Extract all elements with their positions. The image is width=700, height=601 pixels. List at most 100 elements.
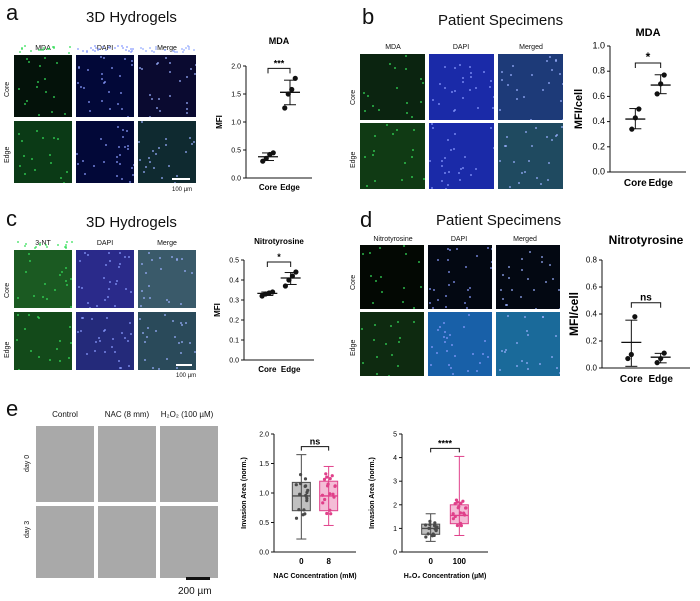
cell-speck	[363, 91, 366, 94]
y-axis-label: Invasion Area (norm.)	[241, 457, 248, 529]
micrograph-d-core-merged	[496, 245, 560, 309]
cell-speck	[440, 164, 443, 167]
significance-bracket	[300, 446, 330, 451]
category-label: Core	[624, 178, 647, 189]
micrograph-a-edge-dapi	[76, 121, 134, 183]
data-point	[328, 477, 332, 481]
cell-speck	[547, 161, 550, 164]
data-point	[658, 81, 664, 87]
cell-speck	[373, 135, 376, 138]
row-label-edge-b: Edge	[350, 151, 357, 168]
cell-speck	[175, 366, 178, 369]
cell-speck	[32, 295, 35, 298]
cell-speck	[121, 107, 124, 110]
cell-speck	[412, 149, 415, 152]
category-label: Edge	[280, 183, 300, 192]
cell-speck	[108, 46, 111, 49]
cell-speck	[192, 141, 195, 144]
cell-speck	[184, 47, 187, 50]
cell-speck	[117, 265, 120, 268]
cell-speck	[49, 153, 52, 156]
y-tick-label: 5	[393, 432, 397, 439]
panel-b-title: Patient Specimens	[438, 12, 564, 29]
cell-speck	[140, 305, 143, 308]
cell-speck	[59, 273, 62, 276]
cell-speck	[171, 255, 174, 258]
cell-speck	[116, 45, 119, 48]
cell-speck	[123, 57, 126, 60]
row-label-day0: day 0	[24, 454, 31, 472]
cell-speck	[65, 240, 68, 243]
cell-speck	[177, 341, 180, 344]
micrograph-a-core-mda	[14, 55, 72, 117]
cell-speck	[186, 75, 189, 78]
data-point	[321, 501, 325, 505]
panel-label-c: c	[6, 206, 17, 231]
cell-speck	[64, 113, 67, 116]
cell-speck	[86, 49, 89, 52]
cell-speck	[499, 160, 502, 163]
col-label-control: Control	[52, 410, 78, 419]
cell-speck	[100, 99, 103, 102]
cell-speck	[53, 289, 56, 292]
micrograph-d-edge-merged	[496, 312, 560, 376]
significance-label: *	[277, 252, 281, 262]
data-point	[632, 115, 638, 121]
cell-speck	[31, 157, 34, 160]
cell-speck	[78, 260, 81, 263]
micrograph-a-edge-mda	[14, 121, 72, 183]
cell-speck	[116, 103, 119, 106]
cell-speck	[167, 300, 170, 303]
cell-speck	[403, 286, 406, 289]
cell-speck	[17, 368, 20, 370]
cell-speck	[458, 178, 461, 181]
cell-speck	[436, 352, 439, 355]
col-label-nac: NAC (8 mm)	[104, 410, 150, 419]
cell-speck	[370, 274, 373, 277]
cell-speck	[101, 73, 104, 76]
cell-speck	[183, 49, 186, 52]
cell-speck	[115, 155, 118, 158]
cell-speck	[120, 45, 123, 48]
cell-speck	[438, 102, 441, 105]
panel-a-title: 3D Hydrogels	[86, 9, 177, 26]
data-point	[453, 514, 457, 519]
cell-speck	[168, 95, 171, 98]
data-point	[263, 155, 269, 161]
significance-label: ns	[310, 437, 321, 447]
cell-speck	[138, 141, 141, 144]
cell-speck	[547, 81, 550, 84]
micrograph-a-edge-merge	[138, 121, 196, 183]
cell-speck	[81, 317, 84, 320]
y-tick-label: 0.4	[586, 310, 598, 319]
cell-speck	[169, 70, 172, 73]
cell-speck	[501, 78, 504, 81]
cell-speck	[440, 179, 443, 182]
cell-speck	[108, 47, 111, 50]
cell-speck	[131, 60, 134, 63]
cell-speck	[158, 257, 161, 260]
data-point	[305, 496, 309, 500]
cell-speck	[554, 60, 557, 63]
cell-speck	[66, 170, 69, 173]
cell-speck	[129, 333, 132, 336]
cell-speck	[516, 365, 519, 368]
data-point	[304, 484, 308, 488]
data-point	[325, 511, 329, 516]
cell-speck	[65, 267, 68, 270]
col-label-mda-b: MDA	[385, 44, 401, 51]
cell-speck	[453, 67, 456, 69]
cell-speck	[69, 305, 72, 308]
cell-speck	[141, 289, 144, 292]
cell-speck	[377, 109, 380, 112]
micrograph-c-core-merge	[138, 250, 196, 308]
micrograph-b-edge-merged	[498, 123, 563, 189]
data-point	[654, 91, 660, 97]
cell-speck	[515, 88, 518, 91]
cell-speck	[181, 324, 184, 327]
phase-image-nac-day0	[98, 426, 156, 502]
cell-speck	[46, 297, 49, 300]
cell-speck	[82, 86, 85, 89]
data-point	[286, 277, 292, 283]
data-point	[332, 495, 336, 499]
